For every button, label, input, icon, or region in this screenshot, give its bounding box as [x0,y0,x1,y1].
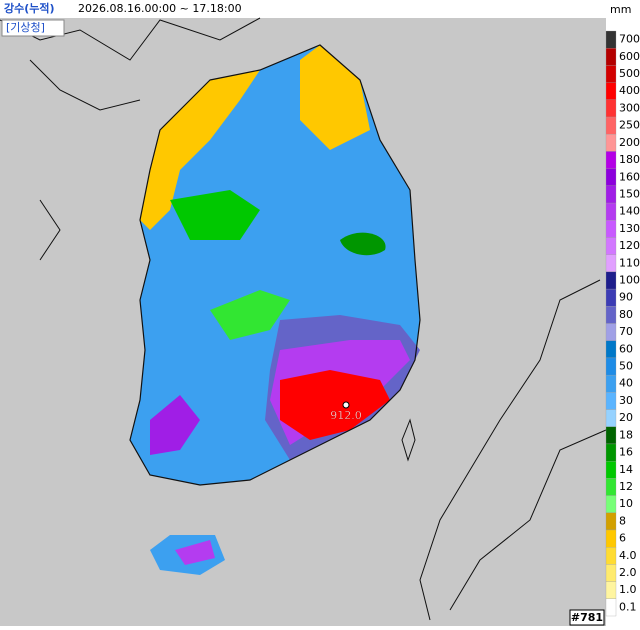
legend-swatch [605,392,617,410]
period: 2026.08.16.00:00 ~ 17.18:00 [78,2,242,15]
legend-swatch [605,306,617,324]
legend-swatch [605,581,617,599]
region-yellow-east [300,45,370,150]
legend-unit: mm [610,3,631,16]
legend-label: 20 [619,411,633,424]
legend-swatch [605,151,617,169]
legend-label: 600 [619,50,640,63]
legend-label: 200 [619,136,640,149]
legend-label: 180 [619,153,640,166]
legend-label: 12 [619,480,633,493]
legend-label: 120 [619,239,640,252]
legend-swatch [605,237,617,255]
region-purple-sw [150,395,200,455]
region-green [170,190,260,240]
legend-swatch [605,271,617,290]
region-red [280,370,390,440]
agency-box [1,19,65,37]
legend-swatch [605,443,617,462]
legend-label: 500 [619,67,640,80]
legend-label: 8 [619,514,626,527]
region-yellow-west [140,70,260,230]
legend-swatch [605,254,617,273]
legend-swatch [605,460,617,479]
legend-label: 14 [619,463,633,476]
boundaries [0,17,607,621]
legend-label: 700 [619,33,640,46]
legend: 700 600 500 400 300 250 200 180 160 150 140 130 120 1… [605,30,640,617]
legend-swatch [605,512,617,531]
legend-label: 300 [619,101,640,114]
legend-label: 160 [619,170,640,183]
legend-swatch [605,288,617,307]
legend-label: 110 [619,256,640,269]
legend-swatch [605,426,617,445]
legend-swatch [605,357,617,376]
legend-swatch [605,547,617,565]
legend-label: 50 [619,360,633,373]
legend-swatch [605,409,617,427]
legend-swatch [605,65,617,83]
legend-label: 4.0 [619,549,637,562]
legend-swatch [605,99,617,118]
region-green [210,290,290,340]
legend-label: 250 [619,119,640,132]
legend-swatch [605,323,617,341]
agency: [기상청] [6,21,45,34]
legend-swatch [605,220,617,238]
legend-label: 16 [619,446,633,459]
jeju-purple [175,540,215,565]
id-box [569,609,605,626]
legend-label: 6 [619,532,626,545]
legend-label: 70 [619,325,633,338]
legend-swatch [605,48,617,66]
region-green [340,232,386,256]
legend-label: 100 [619,273,640,286]
legend-label: 130 [619,222,640,235]
image-id: #781 [571,611,603,624]
legend-label: 40 [619,377,633,390]
legend-label: 30 [619,394,633,407]
legend-label: 80 [619,308,633,321]
legend-swatch [605,340,617,359]
legend-swatch [605,478,617,496]
legend-swatch [605,598,617,617]
legend-label: 0.1 [619,600,637,613]
legend-label: 2.0 [619,566,637,579]
legend-swatch [605,185,617,204]
legend-swatch [605,374,617,393]
coastline [129,44,421,486]
max-point [342,401,350,409]
legend-swatch [605,495,617,513]
legend-swatch [605,202,617,221]
legend-swatch [605,30,617,49]
legend-swatch [605,82,617,100]
legend-swatch [605,564,617,582]
legend-swatch [605,529,617,548]
legend-label: 140 [619,205,640,218]
legend-label: 10 [619,497,633,510]
legend-label: 1.0 [619,583,637,596]
title: 강수(누적) [4,1,55,15]
legend-swatch [605,168,617,187]
legend-label: 60 [619,342,633,355]
rain-field [129,44,421,575]
legend-label: 150 [619,187,640,200]
max-label: 912.0 [330,409,362,422]
legend-swatch [605,116,617,135]
legend-label: 400 [619,84,640,97]
legend-label: 90 [619,291,633,304]
legend-label: 18 [619,428,633,441]
legend-swatch [605,134,617,152]
